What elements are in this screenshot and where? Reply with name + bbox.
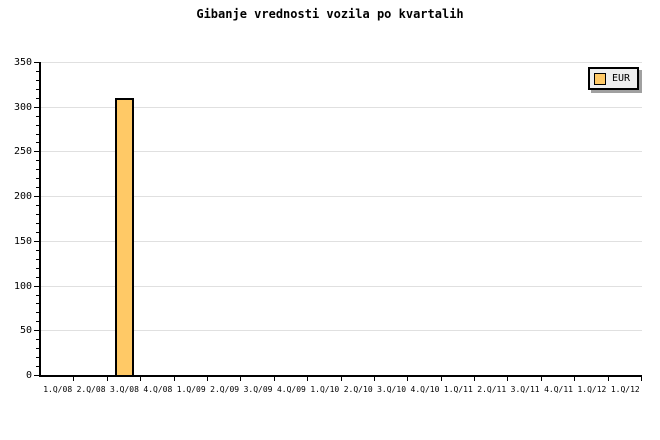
y-axis-tick-label: 200 xyxy=(13,191,32,203)
y-axis-minor-tick xyxy=(36,321,39,323)
y-axis-tick-label: 150 xyxy=(13,235,32,247)
legend-swatch-icon xyxy=(594,72,606,85)
gridline xyxy=(41,106,642,108)
y-axis-tick-label: 50 xyxy=(19,325,32,337)
y-axis-tick-label: 300 xyxy=(13,101,32,113)
x-axis-tick-label: 3.Q/11 xyxy=(510,385,540,394)
y-axis-minor-tick xyxy=(36,348,39,350)
y-axis-minor-tick xyxy=(36,312,39,314)
y-axis-minor-tick xyxy=(36,160,39,162)
x-axis-tick-label: 3.Q/08 xyxy=(110,385,139,394)
y-axis-minor-tick xyxy=(36,258,39,260)
y-axis-minor-tick xyxy=(36,142,39,144)
y-axis-minor-tick xyxy=(36,303,39,305)
x-axis-tick-label: 4.Q/09 xyxy=(276,385,306,394)
x-axis-tick-label: 1.Q/11 xyxy=(443,385,473,394)
y-axis-minor-tick xyxy=(36,70,39,72)
y-axis-major-tick xyxy=(34,151,39,153)
bar xyxy=(114,97,134,375)
y-axis-minor-tick xyxy=(36,187,39,189)
y-axis-major-tick xyxy=(34,285,39,287)
y-axis-minor-tick xyxy=(36,294,39,296)
x-axis-tick-label: 2.Q/10 xyxy=(343,385,373,394)
x-axis-tick xyxy=(507,377,509,381)
x-axis-tick xyxy=(106,377,108,381)
gridline xyxy=(41,330,642,332)
x-axis-tick xyxy=(73,377,75,381)
x-axis-tick-label: 2.Q/11 xyxy=(477,385,507,394)
legend-label: EUR xyxy=(612,73,631,84)
y-axis-major-tick xyxy=(34,106,39,108)
y-axis-tick-label: 350 xyxy=(13,57,32,68)
y-axis-minor-tick xyxy=(36,115,39,117)
x-axis-tick xyxy=(240,377,242,381)
y-axis-minor-tick xyxy=(36,205,39,207)
y-axis-major-tick xyxy=(34,330,39,332)
y-axis-minor-tick xyxy=(36,276,39,278)
x-axis-tick-label: 1.Q/10 xyxy=(310,385,340,394)
x-axis-line xyxy=(39,375,642,377)
y-axis-tick-label: 100 xyxy=(13,280,32,292)
x-axis-tick-label: 1.Q/08 xyxy=(43,385,73,394)
x-axis-tick xyxy=(206,377,208,381)
y-axis-minor-tick xyxy=(36,133,39,135)
y-axis-line xyxy=(39,62,41,377)
x-axis-tick xyxy=(273,377,275,381)
x-axis-tick xyxy=(140,377,142,381)
x-axis-tick-label: 4.Q/11 xyxy=(544,385,573,394)
y-axis-minor-tick xyxy=(36,88,39,90)
gridline xyxy=(41,285,642,287)
y-axis-minor-tick xyxy=(36,357,39,359)
y-axis-minor-tick xyxy=(36,249,39,251)
x-axis-tick xyxy=(474,377,476,381)
y-axis-major-tick xyxy=(34,375,39,376)
y-axis-tick-label: 0 xyxy=(25,370,32,381)
x-axis-tick-label: 4.Q/08 xyxy=(143,385,173,394)
x-axis-tick-label: 1.Q/12 xyxy=(577,385,607,394)
plot-area: 0 50 100 150 200 250 300 350 1.Q/08 2.Q/08 3.Q/08 4… xyxy=(14,57,642,394)
y-axis-minor-tick xyxy=(36,79,39,81)
x-axis-tick xyxy=(540,377,542,381)
x-axis-tick-label: 1.Q/09 xyxy=(176,385,206,394)
x-axis-tick-label: 2.Q/08 xyxy=(76,385,106,394)
x-axis-tick xyxy=(574,377,576,381)
y-axis-minor-tick xyxy=(36,124,39,126)
gridline xyxy=(41,240,642,242)
y-axis-minor-tick xyxy=(36,231,39,233)
x-axis-tick-label: 1.Q/12 xyxy=(610,385,640,394)
legend-box: EUR xyxy=(588,67,640,90)
x-axis-tick xyxy=(340,377,342,381)
y-axis-minor-tick xyxy=(36,214,39,216)
x-axis-tick xyxy=(307,377,309,381)
x-axis-tick xyxy=(607,377,609,381)
y-axis-minor-tick xyxy=(36,97,39,99)
x-axis-tick-label: 2.Q/09 xyxy=(210,385,240,394)
chart-title: Gibanje vrednosti vozila po kvartalih xyxy=(196,7,464,21)
x-axis-tick xyxy=(641,377,642,381)
y-axis-minor-tick xyxy=(36,222,39,224)
x-axis-tick xyxy=(440,377,442,381)
x-axis-tick xyxy=(373,377,375,381)
y-axis-minor-tick xyxy=(36,366,39,368)
x-axis-tick-label: 3.Q/10 xyxy=(377,385,407,394)
y-axis-minor-tick xyxy=(36,178,39,180)
y-axis-major-tick xyxy=(34,196,39,198)
y-axis-minor-tick xyxy=(36,339,39,341)
gridline xyxy=(41,151,642,153)
y-axis-major-tick xyxy=(34,62,39,63)
y-axis-major-tick xyxy=(34,240,39,242)
y-axis-tick-label: 250 xyxy=(13,146,32,158)
y-axis-minor-tick xyxy=(36,267,39,269)
y-axis-minor-tick xyxy=(36,169,39,171)
x-axis-tick-label: 4.Q/10 xyxy=(410,385,440,394)
gridline xyxy=(41,62,642,63)
gridline xyxy=(41,196,642,198)
x-axis-tick xyxy=(173,377,175,381)
x-axis-tick xyxy=(407,377,409,381)
x-axis-tick-label: 3.Q/09 xyxy=(243,385,273,394)
